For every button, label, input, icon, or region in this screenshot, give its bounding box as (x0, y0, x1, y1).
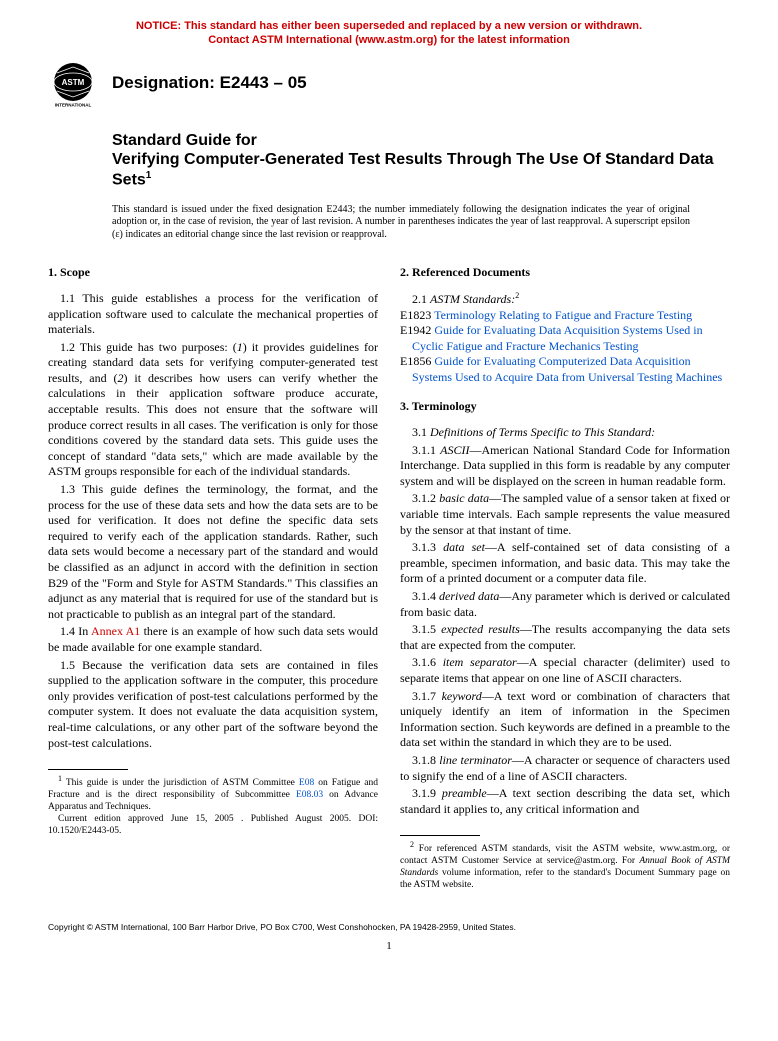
scope-para-2: 1.2 This guide has two purposes: (1) it … (48, 340, 378, 480)
svg-text:INTERNATIONAL: INTERNATIONAL (55, 102, 92, 107)
term-expected-results: 3.1.5 expected results—The results accom… (400, 622, 730, 653)
ref-e1856: E1856 Guide for Evaluating Computerized … (400, 354, 730, 385)
title-block: Standard Guide for Verifying Computer-Ge… (112, 132, 730, 190)
term-keyword: 3.1.7 keyword—A text word or combination… (400, 689, 730, 751)
footnote-1-line2: Current edition approved June 15, 2005 .… (48, 814, 378, 838)
notice-line2: Contact ASTM International (www.astm.org… (208, 34, 570, 46)
std-link-e1942[interactable]: Guide for Evaluating Data Acquisition Sy… (412, 323, 703, 353)
term-line-terminator: 3.1.8 line terminator—A character or seq… (400, 753, 730, 784)
page-container: NOTICE: This standard has either been su… (0, 0, 778, 972)
scope-para-3: 1.3 This guide defines the terminology, … (48, 482, 378, 622)
ref-subhead: 2.1 ASTM Standards:2 (400, 291, 730, 308)
term-preamble: 3.1.9 preamble—A text section describing… (400, 786, 730, 817)
ref-e1823: E1823 Terminology Relating to Fatigue an… (400, 308, 730, 324)
terminology-heading: 3. Terminology (400, 399, 730, 415)
term-ascii: 3.1.1 ASCII—American National Standard C… (400, 443, 730, 490)
columns-wrapper: 1. Scope 1.1 This guide establishes a pr… (48, 261, 730, 892)
annex-link[interactable]: Annex A1 (91, 624, 140, 638)
svg-text:ASTM: ASTM (62, 78, 85, 87)
astm-logo: ASTM INTERNATIONAL (48, 58, 98, 108)
std-link-e1823[interactable]: Terminology Relating to Fatigue and Frac… (434, 308, 692, 322)
designation: Designation: E2443 – 05 (112, 73, 307, 93)
defs-title: 3.1 Definitions of Terms Specific to Thi… (400, 425, 730, 441)
header-row: ASTM INTERNATIONAL Designation: E2443 – … (48, 58, 730, 108)
scope-heading: 1. Scope (48, 265, 378, 281)
page-number: 1 (48, 940, 730, 952)
footnote-1: 1 This guide is under the jurisdiction o… (48, 774, 378, 814)
footnote-2: 2 For referenced ASTM standards, visit t… (400, 840, 730, 892)
term-data-set: 3.1.3 data set—A self-contained set of d… (400, 540, 730, 587)
footnote-rule-left (48, 769, 128, 770)
term-derived-data: 3.1.4 derived data—Any parameter which i… (400, 589, 730, 620)
subcommittee-link-e0803[interactable]: E08.03 (296, 790, 323, 800)
issue-note: This standard is issued under the fixed … (112, 204, 690, 242)
std-link-e1856[interactable]: Guide for Evaluating Computerized Data A… (412, 354, 722, 384)
scope-para-4: 1.4 In Annex A1 there is an example of h… (48, 624, 378, 655)
committee-link-e08[interactable]: E08 (299, 778, 314, 788)
title-line2: Verifying Computer-Generated Test Result… (112, 150, 730, 190)
scope-para-5: 1.5 Because the verification data sets a… (48, 658, 378, 752)
notice-banner: NOTICE: This standard has either been su… (48, 20, 730, 48)
column-right: 2. Referenced Documents 2.1 ASTM Standar… (400, 261, 730, 892)
term-basic-data: 3.1.2 basic data—The sampled value of a … (400, 491, 730, 538)
term-item-separator: 3.1.6 item separator—A special character… (400, 655, 730, 686)
refdocs-heading: 2. Referenced Documents (400, 265, 730, 281)
footnote-rule-right (400, 835, 480, 836)
column-left: 1. Scope 1.1 This guide establishes a pr… (48, 261, 378, 892)
notice-line1: NOTICE: This standard has either been su… (136, 20, 642, 32)
ref-e1942: E1942 Guide for Evaluating Data Acquisit… (400, 323, 730, 354)
title-line1: Standard Guide for (112, 132, 730, 150)
scope-para-1: 1.1 This guide establishes a process for… (48, 291, 378, 338)
copyright-text: Copyright © ASTM International, 100 Barr… (48, 922, 730, 932)
